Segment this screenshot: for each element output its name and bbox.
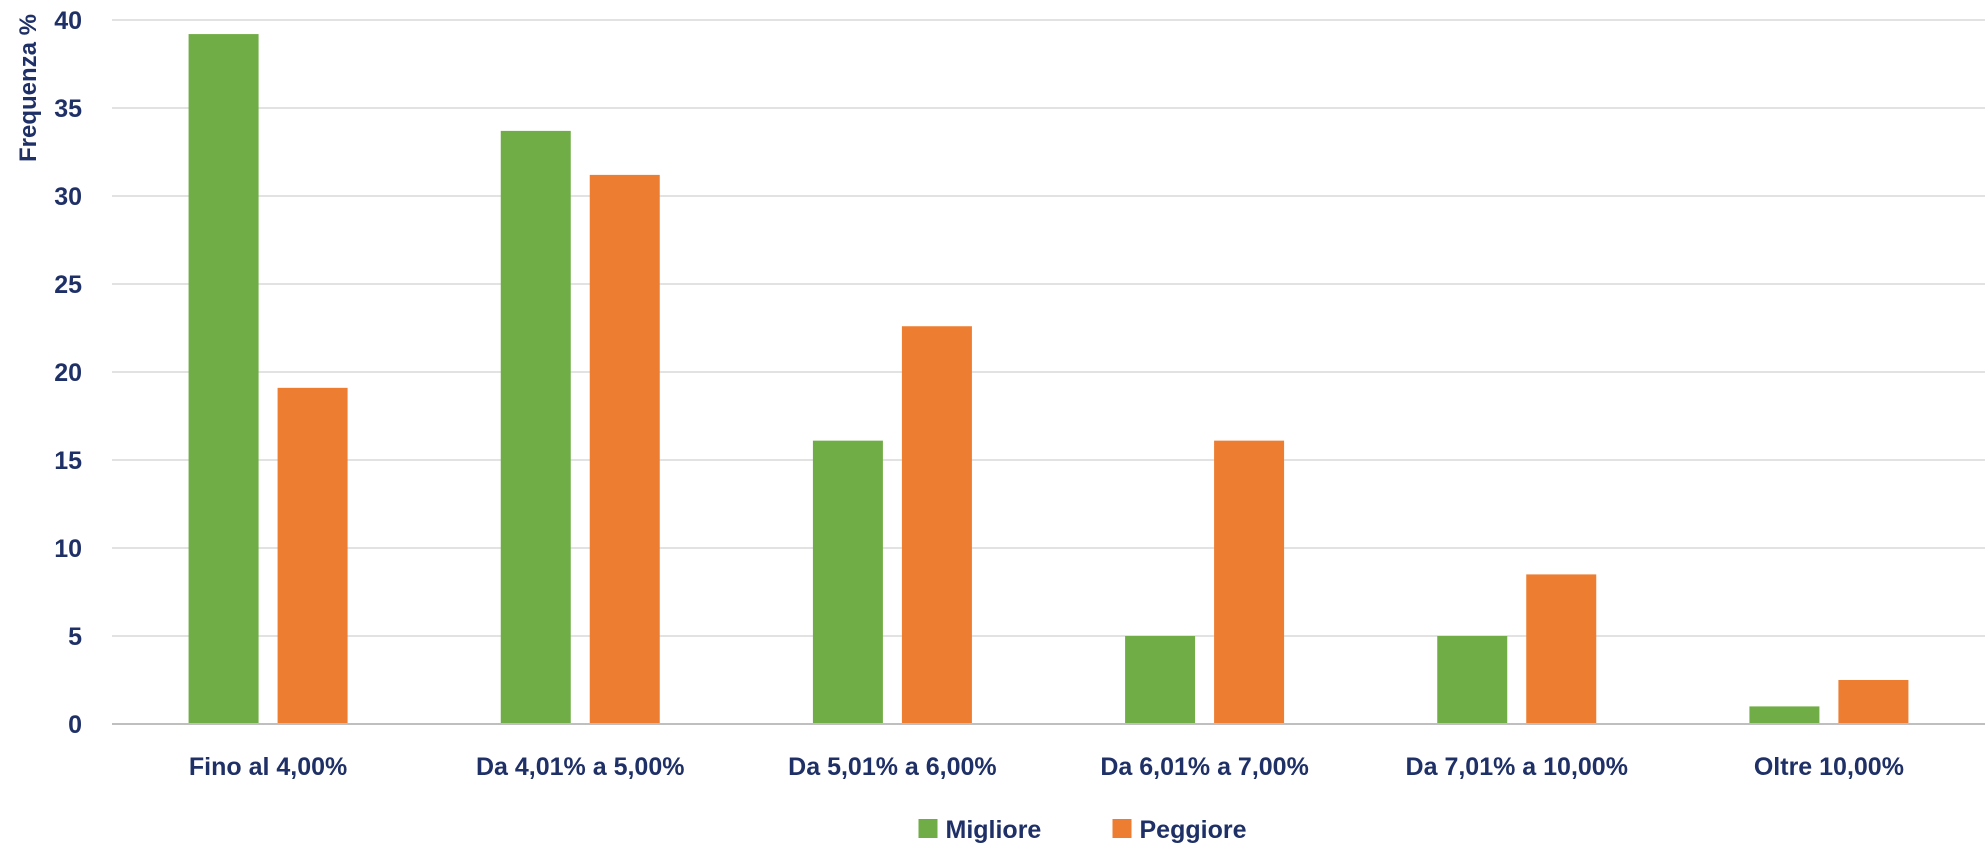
legend-label-peggiore: Peggiore [1140,816,1247,844]
legend-swatch-peggiore [1112,819,1132,838]
gridlines [112,19,1985,637]
y-axis-label: Frequenza % [15,14,42,162]
bar-migliore [1125,636,1196,724]
bar-peggiore [1526,574,1597,724]
x-tick-label: Da 7,01% a 10,00% [1406,753,1628,781]
x-tick-label: Da 6,01% a 7,00% [1100,753,1308,781]
bar-migliore [500,130,571,724]
bar-peggiore [589,174,660,724]
bars [188,34,1909,724]
y-tick-label: 5 [68,623,82,651]
x-tick-label: Da 5,01% a 6,00% [788,753,996,781]
x-tick-label: Da 4,01% a 5,00% [476,753,684,781]
bar-peggiore [277,387,348,724]
legend: Migliore Peggiore [918,816,1247,844]
legend-label-migliore: Migliore [946,816,1042,844]
bar-migliore [1437,636,1508,724]
y-tick-label: 10 [54,535,82,563]
bar-migliore [1749,706,1820,724]
bar-migliore [812,440,883,724]
y-tick-label: 15 [54,447,82,475]
y-tick-label: 20 [54,359,82,387]
y-tick-label: 35 [54,95,82,123]
bar-peggiore [901,326,972,724]
bar-peggiore [1214,440,1285,724]
x-tick-label: Fino al 4,00% [189,753,347,781]
y-tick-label: 0 [68,711,82,739]
legend-swatch-migliore [918,819,938,838]
y-tick-label: 40 [54,7,82,35]
y-axis-title: Frequenza % [15,14,42,162]
bar-migliore [188,34,259,724]
axes: 0 5 10 15 20 25 30 35 40 Fino al 4,00% Da 4,01% a … [54,7,1985,781]
y-tick-label: 25 [54,271,82,299]
bar-peggiore [1838,680,1909,724]
y-tick-label: 30 [54,183,82,211]
x-tick-label: Oltre 10,00% [1754,753,1904,781]
